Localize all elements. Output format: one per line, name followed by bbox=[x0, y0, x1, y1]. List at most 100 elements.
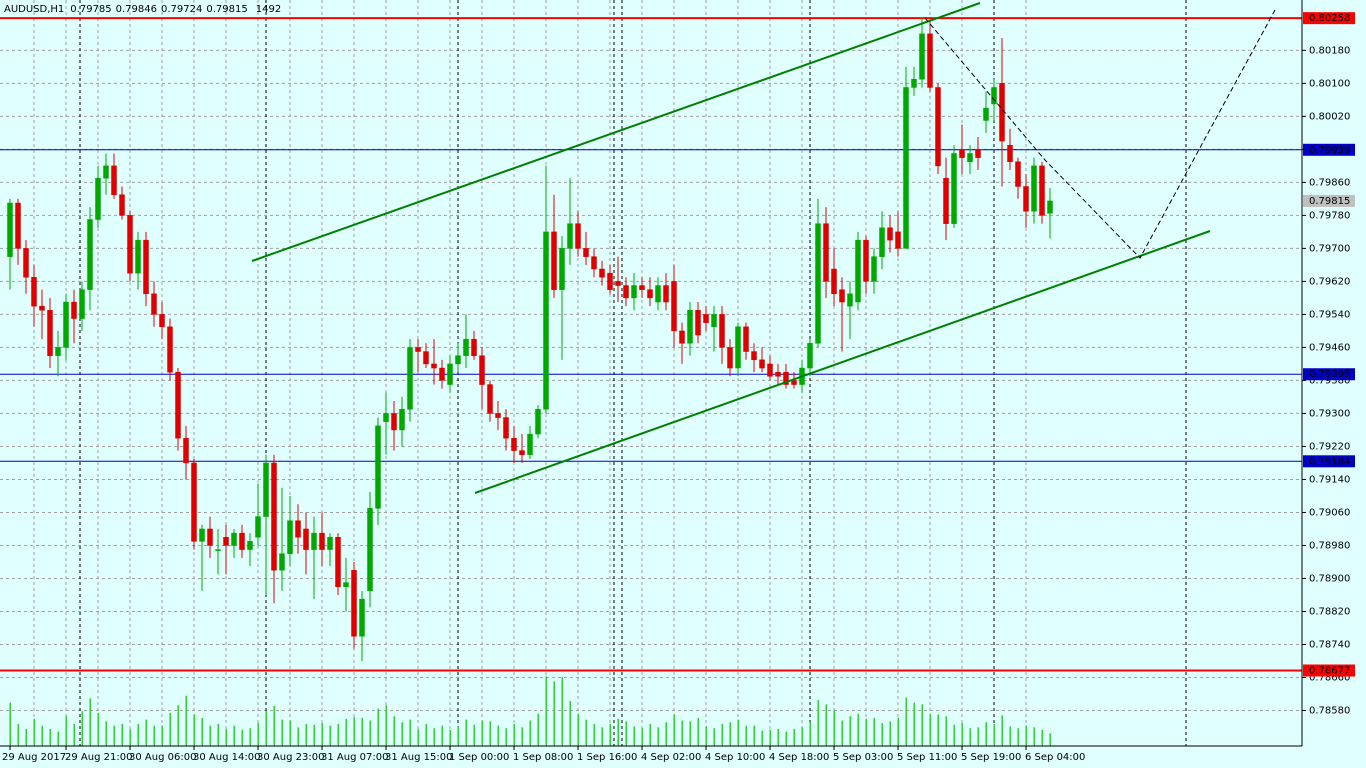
candle-body bbox=[71, 301, 77, 319]
candle-body bbox=[951, 153, 957, 224]
volume-bar bbox=[865, 718, 867, 746]
volume-bar bbox=[625, 721, 627, 746]
symbol: AUDUSD,H1 bbox=[4, 4, 64, 15]
candle-body bbox=[983, 107, 989, 121]
x-tick-label: 4 Sep 10:00 bbox=[705, 752, 765, 763]
candle-body bbox=[999, 83, 1005, 142]
candle-body bbox=[495, 413, 501, 418]
candle-body bbox=[479, 355, 485, 385]
candle-body bbox=[23, 248, 29, 278]
volume-bar bbox=[145, 719, 147, 746]
candle-body bbox=[87, 219, 93, 290]
volume-bar bbox=[353, 717, 355, 746]
y-tick-label: 0.80020 bbox=[1309, 111, 1350, 122]
volume-bar bbox=[9, 702, 11, 746]
volume-bar bbox=[121, 723, 123, 746]
x-tick-label: 29 Aug 21:00 bbox=[65, 752, 132, 763]
volume-bar bbox=[1041, 729, 1043, 746]
x-tick-label: 4 Sep 02:00 bbox=[641, 752, 701, 763]
volume-bar bbox=[817, 700, 819, 746]
candle-body bbox=[1023, 186, 1029, 212]
candle-body bbox=[263, 462, 269, 517]
volume-bar bbox=[481, 720, 483, 746]
y-tick-label: 0.79460 bbox=[1309, 342, 1350, 353]
volume-bar bbox=[305, 723, 307, 746]
candle-body bbox=[63, 301, 69, 348]
volume-bar bbox=[793, 729, 795, 746]
candle-body bbox=[559, 248, 565, 290]
volume-bar bbox=[609, 723, 611, 746]
header-volume: 1492 bbox=[256, 4, 281, 15]
candle-body bbox=[847, 293, 853, 307]
candle-body bbox=[303, 528, 309, 550]
y-tick-label: 0.79620 bbox=[1309, 276, 1350, 287]
volume-bar bbox=[1033, 727, 1035, 746]
volume-bar bbox=[457, 726, 459, 746]
volume-bar bbox=[969, 728, 971, 746]
volume-bar bbox=[433, 728, 435, 746]
volume-bar bbox=[89, 698, 91, 746]
volume-bar bbox=[113, 725, 115, 746]
volume-bar bbox=[841, 720, 843, 746]
candle-body bbox=[111, 165, 117, 196]
volume-bar bbox=[369, 720, 371, 746]
volume-bar bbox=[265, 711, 267, 746]
candle-body bbox=[391, 413, 397, 431]
candle-body bbox=[543, 231, 549, 410]
candle-body bbox=[527, 433, 533, 455]
candle-body bbox=[767, 363, 773, 377]
volume-bar bbox=[657, 727, 659, 746]
candle-body bbox=[39, 305, 45, 311]
y-tick-label: 0.79380 bbox=[1309, 375, 1350, 386]
candle-body bbox=[439, 367, 445, 381]
volume-bar bbox=[857, 713, 859, 746]
trend-channel bbox=[251, 2, 1276, 494]
x-tick-label: 30 Aug 23:00 bbox=[257, 752, 324, 763]
current-price-box bbox=[1303, 194, 1355, 207]
y-tick-label: 0.79780 bbox=[1309, 210, 1350, 221]
volume-bar bbox=[641, 728, 643, 746]
volume-bar bbox=[873, 717, 875, 746]
candle-body bbox=[247, 541, 253, 550]
y-tick-label: 0.79860 bbox=[1309, 177, 1350, 188]
volume-bar bbox=[921, 704, 923, 746]
candle-body bbox=[887, 227, 893, 241]
candle-body bbox=[239, 532, 245, 550]
volume-bar bbox=[273, 706, 275, 746]
volume-bar bbox=[825, 704, 827, 746]
volume-bar bbox=[177, 705, 179, 746]
candle-body bbox=[567, 223, 573, 249]
candle-body bbox=[703, 314, 709, 323]
candle-body bbox=[223, 536, 229, 546]
volume-bar bbox=[1049, 733, 1051, 746]
volume-bar bbox=[505, 728, 507, 746]
volume-bar bbox=[313, 724, 315, 746]
channel-upper bbox=[251, 2, 981, 262]
candle-body bbox=[839, 289, 845, 303]
candle-body bbox=[695, 310, 701, 336]
candle-body bbox=[207, 528, 213, 546]
volume-bar bbox=[361, 717, 363, 746]
volume-bar bbox=[137, 723, 139, 746]
candle-body bbox=[943, 177, 949, 224]
volume-bar bbox=[1001, 715, 1003, 746]
volume-bar bbox=[329, 725, 331, 746]
candle-body bbox=[79, 289, 85, 319]
price-label-box bbox=[1303, 368, 1355, 381]
candle-body bbox=[583, 248, 589, 257]
volume-bar bbox=[417, 729, 419, 746]
volume-bar bbox=[705, 726, 707, 746]
volume-bar bbox=[585, 719, 587, 746]
candle-body bbox=[135, 239, 141, 274]
y-tick-label: 0.79700 bbox=[1309, 243, 1350, 254]
volume-bar bbox=[713, 728, 715, 746]
candle-body bbox=[615, 281, 621, 286]
candle-body bbox=[759, 359, 765, 369]
volume-bar bbox=[881, 723, 883, 746]
x-tick-label: 31 Aug 15:00 bbox=[385, 752, 452, 763]
candle-body bbox=[463, 338, 469, 356]
header-open: 0.79785 bbox=[70, 4, 111, 15]
price-label: 0.78677 bbox=[1309, 665, 1350, 676]
volume-bar bbox=[801, 727, 803, 746]
volume-bar bbox=[737, 719, 739, 746]
